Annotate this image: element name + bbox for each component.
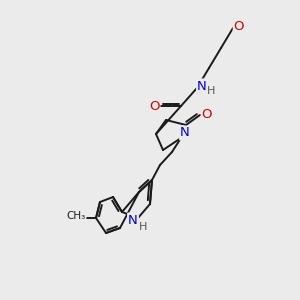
Text: O: O [149,100,159,112]
Text: H: H [207,86,215,96]
Text: O: O [202,107,212,121]
Text: N: N [197,80,207,92]
Text: N: N [180,127,190,140]
Text: O: O [234,20,244,32]
Text: H: H [139,222,147,232]
Text: N: N [128,214,138,226]
Text: CH₃: CH₃ [66,211,85,221]
